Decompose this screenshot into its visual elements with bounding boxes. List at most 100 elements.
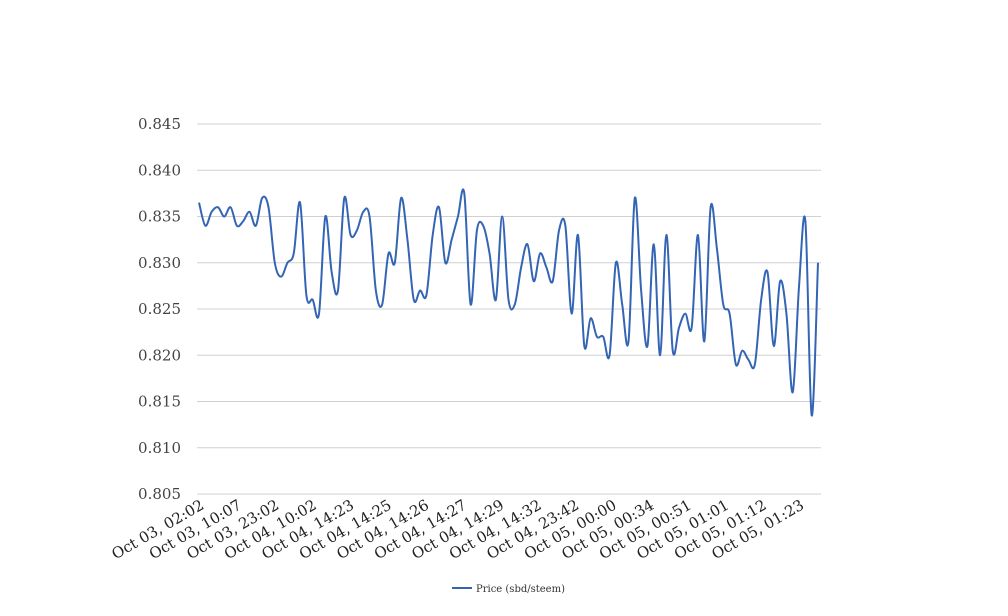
data-point: [729, 313, 731, 315]
data-point: [552, 280, 554, 282]
data-point: [432, 234, 434, 236]
data-point: [678, 327, 680, 329]
data-point: [267, 206, 269, 208]
data-point: [204, 225, 206, 227]
data-point: [444, 262, 446, 264]
data-point: [425, 294, 427, 296]
data-point: [249, 211, 251, 213]
data-point: [337, 290, 339, 292]
data-point: [596, 336, 598, 338]
data-point: [419, 290, 421, 292]
data-point: [217, 206, 219, 208]
data-point: [457, 216, 459, 218]
data-point: [659, 354, 661, 356]
data-point: [564, 225, 566, 227]
y-tick-label: 0.835: [138, 208, 181, 226]
data-point: [684, 313, 686, 315]
data-point: [489, 253, 491, 255]
data-point: [331, 271, 333, 273]
data-point: [406, 239, 408, 241]
data-point: [646, 345, 648, 347]
data-point: [703, 340, 705, 342]
data-point: [792, 391, 794, 393]
data-point: [798, 285, 800, 287]
y-tick-label: 0.805: [138, 485, 181, 503]
data-point: [293, 253, 295, 255]
data-point: [242, 220, 244, 222]
y-tick-label: 0.845: [138, 115, 181, 133]
y-axis-tick-labels: 0.845 0.840 0.835 0.830 0.825 0.820 0.815 0.810…: [138, 115, 181, 503]
data-point: [312, 299, 314, 301]
data-point: [602, 336, 604, 338]
data-point: [230, 206, 232, 208]
data-point: [558, 229, 560, 231]
data-point: [653, 243, 655, 245]
data-point: [451, 239, 453, 241]
y-tick-label: 0.840: [138, 161, 181, 179]
data-point: [236, 225, 238, 227]
data-point: [640, 290, 642, 292]
data-point: [665, 234, 667, 236]
y-tick-label: 0.820: [138, 346, 181, 364]
data-point: [691, 327, 693, 329]
data-point: [261, 197, 263, 199]
data-point: [274, 262, 276, 264]
data-point: [362, 211, 364, 213]
data-point: [577, 234, 579, 236]
data-point: [324, 216, 326, 218]
data-point: [463, 192, 465, 194]
series-line-price: [198, 188, 819, 417]
data-point: [628, 340, 630, 342]
data-point: [785, 313, 787, 315]
data-point: [779, 280, 781, 282]
data-point: [211, 211, 213, 213]
data-point: [526, 243, 528, 245]
data-point: [672, 350, 674, 352]
data-point: [438, 206, 440, 208]
data-point: [697, 234, 699, 236]
data-point: [539, 253, 541, 255]
data-point: [545, 266, 547, 268]
data-point: [583, 345, 585, 347]
data-point: [508, 299, 510, 301]
data-point: [817, 262, 819, 264]
data-point: [375, 290, 377, 292]
series-layer: [198, 188, 819, 417]
data-point: [356, 229, 358, 231]
data-point: [754, 364, 756, 366]
data-point: [735, 364, 737, 366]
data-point: [299, 202, 301, 204]
data-point: [609, 354, 611, 356]
y-tick-label: 0.815: [138, 393, 181, 411]
data-point: [387, 253, 389, 255]
data-point: [350, 234, 352, 236]
data-point: [811, 414, 813, 416]
data-point: [520, 266, 522, 268]
data-point: [482, 225, 484, 227]
data-point: [533, 280, 535, 282]
data-point: [280, 276, 282, 278]
data-point: [476, 229, 478, 231]
data-point: [223, 216, 225, 218]
data-point: [590, 317, 592, 319]
data-point: [198, 202, 200, 204]
data-point: [615, 262, 617, 264]
data-point: [381, 303, 383, 305]
data-point: [413, 299, 415, 301]
data-point: [773, 345, 775, 347]
y-tick-label: 0.825: [138, 300, 181, 318]
data-point: [634, 197, 636, 199]
data-point: [514, 303, 516, 305]
data-point: [571, 313, 573, 315]
data-point: [621, 303, 623, 305]
data-point: [343, 197, 345, 199]
data-point: [760, 299, 762, 301]
data-point: [305, 294, 307, 296]
data-point: [766, 271, 768, 273]
data-point: [369, 216, 371, 218]
data-point: [722, 303, 724, 305]
data-point: [394, 262, 396, 264]
data-point: [495, 299, 497, 301]
